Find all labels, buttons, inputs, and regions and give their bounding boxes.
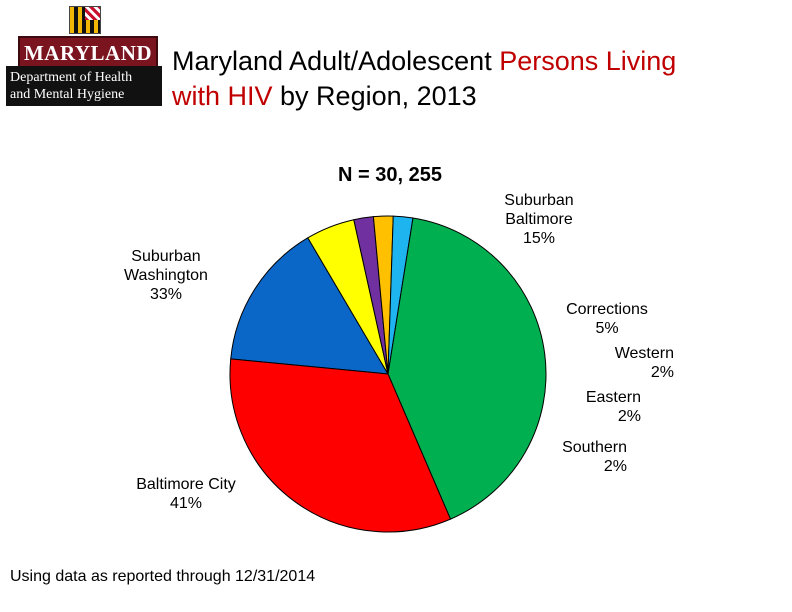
slice-label-western: Western 2% (615, 345, 674, 381)
slice-label-corrections: Corrections 5% (566, 301, 648, 337)
slice-label-southern: Southern 2% (562, 439, 627, 475)
logo-dept-line2: and Mental Hygiene (10, 87, 125, 102)
slice-label-suburban-washington: Suburban Washington 33% (124, 248, 208, 303)
maryland-flag-icon (69, 6, 101, 34)
pie-slice-baltimore-city (387, 217, 547, 520)
sample-size-label: N = 30, 255 (338, 164, 442, 186)
slice-label-baltimore-city: Baltimore City 41% (136, 476, 236, 512)
logo-department: Department of Health and Mental Hygiene (6, 66, 162, 106)
mdh-logo: MARYLAND Department of Health and Mental… (6, 6, 162, 106)
pie-slice-suburban-baltimore (230, 237, 389, 375)
title-part3: with HIV (172, 81, 273, 111)
title-part1: Maryland Adult/Adolescent (172, 46, 500, 76)
title-part4: by Region, 2013 (272, 81, 477, 111)
logo-dept-line1: Department of Health (10, 70, 133, 85)
title-part2: Persons Living (499, 46, 677, 76)
slice-label-eastern: Eastern 2% (586, 389, 641, 425)
slice-label-suburban-baltimore: Suburban Baltimore 15% (504, 192, 573, 247)
pie-slice-suburban-washington (229, 358, 452, 533)
chart-title: Maryland Adult/Adolescent Persons Living… (172, 44, 772, 114)
data-note: Using data as reported through 12/31/201… (10, 568, 316, 585)
